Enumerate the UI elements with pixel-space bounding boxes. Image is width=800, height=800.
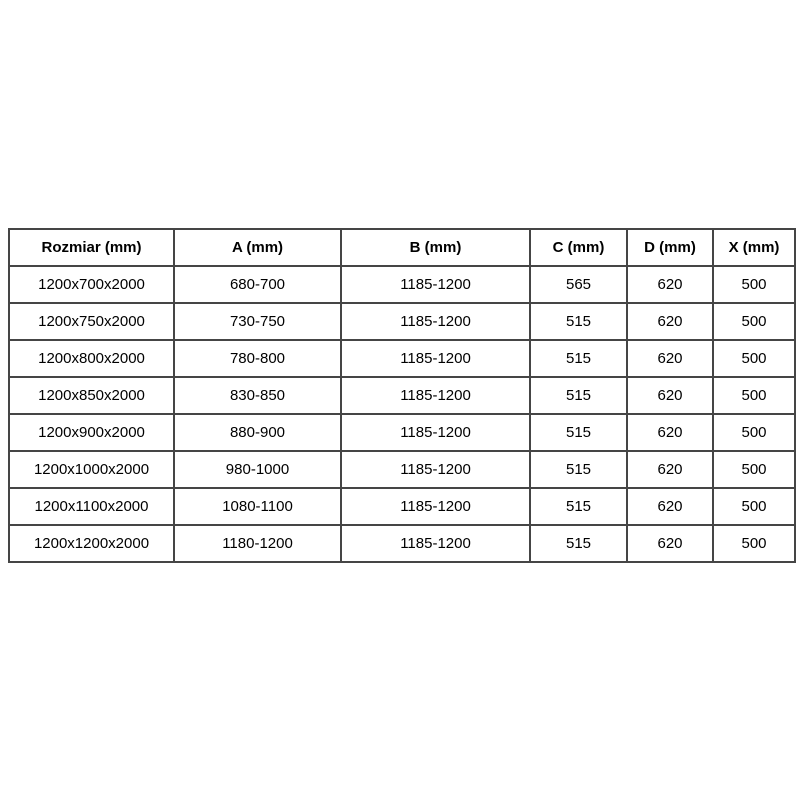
table-row: 1200x750x2000 730-750 1185-1200 515 620 …	[8, 302, 796, 341]
cell-d: 620	[626, 413, 714, 452]
cell-d: 620	[626, 376, 714, 415]
header-row: Rozmiar (mm) A (mm) B (mm) C (mm) D (mm)…	[8, 228, 796, 267]
cell-a: 980-1000	[173, 450, 342, 489]
cell-c: 515	[529, 487, 628, 526]
cell-d: 620	[626, 450, 714, 489]
cell-rozmiar: 1200x1000x2000	[8, 450, 175, 489]
cell-a: 780-800	[173, 339, 342, 378]
cell-rozmiar: 1200x1100x2000	[8, 487, 175, 526]
cell-rozmiar: 1200x700x2000	[8, 265, 175, 304]
table-row: 1200x850x2000 830-850 1185-1200 515 620 …	[8, 376, 796, 415]
column-header-b: B (mm)	[340, 228, 531, 267]
cell-d: 620	[626, 302, 714, 341]
cell-a: 1080-1100	[173, 487, 342, 526]
cell-x: 500	[712, 413, 796, 452]
cell-a: 830-850	[173, 376, 342, 415]
cell-b: 1185-1200	[340, 450, 531, 489]
cell-a: 1180-1200	[173, 524, 342, 563]
table-row: 1200x900x2000 880-900 1185-1200 515 620 …	[8, 413, 796, 452]
cell-a: 880-900	[173, 413, 342, 452]
cell-x: 500	[712, 302, 796, 341]
cell-b: 1185-1200	[340, 413, 531, 452]
cell-c: 515	[529, 524, 628, 563]
cell-c: 515	[529, 302, 628, 341]
column-header-rozmiar: Rozmiar (mm)	[8, 228, 175, 267]
cell-rozmiar: 1200x800x2000	[8, 339, 175, 378]
cell-x: 500	[712, 265, 796, 304]
cell-c: 565	[529, 265, 628, 304]
table-row: 1200x1000x2000 980-1000 1185-1200 515 62…	[8, 450, 796, 489]
cell-x: 500	[712, 339, 796, 378]
cell-x: 500	[712, 524, 796, 563]
cell-b: 1185-1200	[340, 302, 531, 341]
table-row: 1200x700x2000 680-700 1185-1200 565 620 …	[8, 265, 796, 304]
cell-rozmiar: 1200x900x2000	[8, 413, 175, 452]
cell-x: 500	[712, 450, 796, 489]
size-spec-table: Rozmiar (mm) A (mm) B (mm) C (mm) D (mm)…	[8, 228, 796, 563]
table-row: 1200x1100x2000 1080-1100 1185-1200 515 6…	[8, 487, 796, 526]
cell-b: 1185-1200	[340, 339, 531, 378]
cell-a: 730-750	[173, 302, 342, 341]
cell-d: 620	[626, 339, 714, 378]
cell-rozmiar: 1200x750x2000	[8, 302, 175, 341]
cell-c: 515	[529, 376, 628, 415]
cell-c: 515	[529, 450, 628, 489]
cell-d: 620	[626, 524, 714, 563]
cell-rozmiar: 1200x1200x2000	[8, 524, 175, 563]
column-header-x: X (mm)	[712, 228, 796, 267]
cell-rozmiar: 1200x850x2000	[8, 376, 175, 415]
cell-d: 620	[626, 265, 714, 304]
cell-b: 1185-1200	[340, 376, 531, 415]
column-header-d: D (mm)	[626, 228, 714, 267]
table-row: 1200x800x2000 780-800 1185-1200 515 620 …	[8, 339, 796, 378]
cell-d: 620	[626, 487, 714, 526]
table-row: 1200x1200x2000 1180-1200 1185-1200 515 6…	[8, 524, 796, 563]
cell-c: 515	[529, 413, 628, 452]
column-header-c: C (mm)	[529, 228, 628, 267]
cell-x: 500	[712, 376, 796, 415]
cell-b: 1185-1200	[340, 265, 531, 304]
cell-a: 680-700	[173, 265, 342, 304]
cell-c: 515	[529, 339, 628, 378]
cell-b: 1185-1200	[340, 487, 531, 526]
cell-x: 500	[712, 487, 796, 526]
cell-b: 1185-1200	[340, 524, 531, 563]
column-header-a: A (mm)	[173, 228, 342, 267]
